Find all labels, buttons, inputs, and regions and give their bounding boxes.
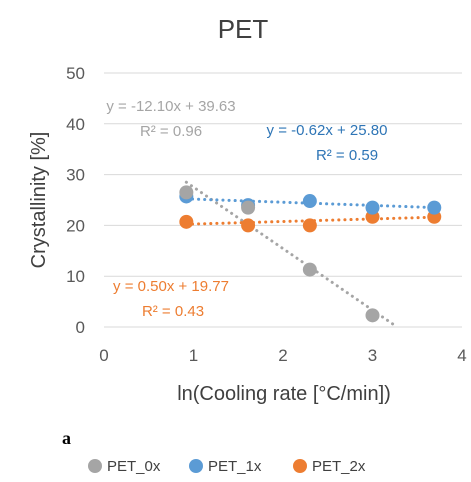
point-pet-0x-2 <box>302 262 317 277</box>
legend-label-pet-1x: PET_1x <box>208 458 262 475</box>
legend-marker-pet-2x <box>293 459 307 473</box>
y-axis-label: Crystallinity [%] <box>28 132 50 269</box>
point-pet-0x-1 <box>241 200 256 215</box>
y-tick-10: 10 <box>66 267 85 286</box>
x-tick-labels: 0 1 2 3 4 <box>99 346 466 365</box>
gridlines <box>104 72 462 328</box>
y-tick-0: 0 <box>76 318 85 337</box>
legend-marker-pet-0x <box>88 459 102 473</box>
point-pet-1x-4 <box>427 200 442 215</box>
trendline-pet-2x <box>184 215 436 226</box>
x-axis-label: ln(Cooling rate [°C/min]) <box>177 383 391 405</box>
x-tick-1: 1 <box>189 346 198 365</box>
legend: PET_0x PET_1x PET_2x <box>88 458 366 475</box>
equation-pet-2x-r2: R² = 0.43 <box>142 303 204 320</box>
equation-pet-1x: y = -0.62x + 25.80 R² = 0.59 <box>267 122 388 164</box>
chart-title: PET <box>218 14 269 44</box>
point-pet-2x-1 <box>241 218 256 233</box>
trendlines <box>184 180 436 329</box>
point-pet-0x-3 <box>365 308 380 323</box>
point-pet-0x-0 <box>179 185 194 200</box>
equation-pet-0x-r2: R² = 0.96 <box>140 123 202 140</box>
equation-pet-0x-line: y = -12.10x + 39.63 <box>106 98 235 115</box>
equation-pet-2x: y = 0.50x + 19.77 R² = 0.43 <box>113 278 229 320</box>
legend-label-pet-2x: PET_2x <box>312 458 366 475</box>
equation-pet-1x-r2: R² = 0.59 <box>316 147 378 164</box>
y-tick-30: 30 <box>66 166 85 185</box>
y-tick-40: 40 <box>66 115 85 134</box>
point-pet-2x-2 <box>302 218 317 233</box>
y-tick-20: 20 <box>66 216 85 235</box>
equation-pet-1x-line: y = -0.62x + 25.80 <box>267 122 388 139</box>
y-tick-50: 50 <box>66 64 85 83</box>
legend-label-pet-0x: PET_0x <box>107 458 161 475</box>
equation-pet-0x: y = -12.10x + 39.63 R² = 0.96 <box>106 98 235 140</box>
x-tick-4: 4 <box>457 346 466 365</box>
panel-label: a <box>62 428 71 448</box>
point-pet-2x-0 <box>179 214 194 229</box>
y-tick-labels: 0 10 20 30 40 50 <box>66 64 85 337</box>
data-points <box>179 185 442 323</box>
trendline-pet-0x <box>184 180 399 329</box>
x-tick-0: 0 <box>99 346 108 365</box>
x-tick-2: 2 <box>278 346 287 365</box>
legend-marker-pet-1x <box>189 459 203 473</box>
x-tick-3: 3 <box>368 346 377 365</box>
point-pet-1x-3 <box>365 200 380 215</box>
equation-pet-2x-line: y = 0.50x + 19.77 <box>113 278 229 295</box>
point-pet-1x-2 <box>302 194 317 209</box>
trendline-pet-1x <box>184 197 436 210</box>
